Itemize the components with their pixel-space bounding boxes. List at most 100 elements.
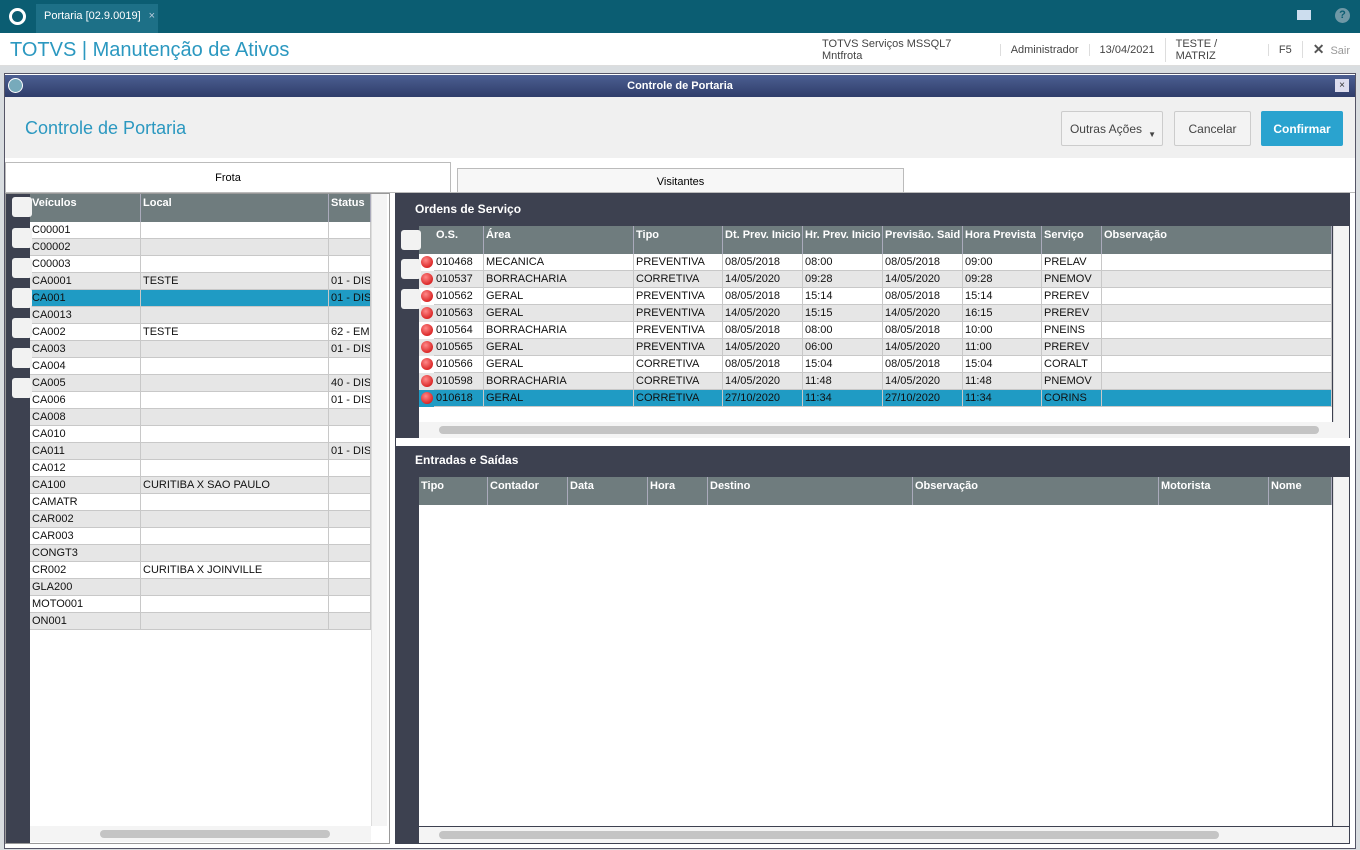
row [30, 545, 371, 562]
cell: CA003 [30, 341, 141, 358]
row [419, 390, 1332, 407]
other-actions-button[interactable]: Outras Ações ▼ [1061, 111, 1163, 146]
column-header: Hr. Prev. Inicio [803, 226, 883, 254]
cell: 11:34 [963, 390, 1042, 407]
cell: 08/05/2018 [883, 356, 963, 373]
cell: 14/05/2020 [723, 339, 803, 356]
vertical-scrollbar [1333, 226, 1349, 422]
cell: 15:14 [803, 288, 883, 305]
help-icon[interactable]: ? [1335, 8, 1350, 23]
cell: CA005 [30, 375, 141, 392]
cell: 08/05/2018 [723, 288, 803, 305]
cell [1102, 305, 1332, 322]
horizontal-scrollbar [419, 827, 1349, 843]
row [30, 562, 371, 579]
tool-icon[interactable] [12, 228, 32, 248]
close-button[interactable]: × [1335, 79, 1349, 92]
cell [329, 256, 371, 273]
tab-frota[interactable]: Frota [5, 162, 451, 193]
cell: MOTO001 [30, 596, 141, 613]
row [419, 288, 1332, 305]
header-item: TESTE / MATRIZ [1164, 37, 1268, 62]
cell: C00003 [30, 256, 141, 273]
cell: PREREV [1042, 339, 1102, 356]
tool-icon[interactable] [12, 197, 32, 217]
cell: 14/05/2020 [723, 373, 803, 390]
cell: CA012 [30, 460, 141, 477]
cell [1102, 373, 1332, 390]
cell: PREVENTIVA [634, 322, 723, 339]
column-header: Motorista [1159, 477, 1269, 505]
column-header: O.S. [434, 226, 484, 254]
header-item: F5 [1267, 43, 1302, 56]
row [419, 339, 1332, 356]
column-header: Serviço [1042, 226, 1102, 254]
cell: 09:28 [803, 271, 883, 288]
column-header: Hora [648, 477, 708, 505]
cell: GERAL [484, 356, 634, 373]
cell [1102, 339, 1332, 356]
tool-icon[interactable] [12, 288, 32, 308]
cell [1102, 288, 1332, 305]
cell: 15:04 [963, 356, 1042, 373]
cell: CORRETIVA [634, 390, 723, 407]
cell: CAMATR [30, 494, 141, 511]
cell: CURITIBA X SAO PAULO [141, 477, 329, 494]
cell: 11:48 [963, 373, 1042, 390]
section-title: Entradas e Saídas [415, 453, 519, 467]
cell: 62 - EM ( [329, 324, 371, 341]
row [30, 375, 371, 392]
tab-line [5, 192, 1355, 193]
cell: 40 - DISI [329, 375, 371, 392]
cell: 16:15 [963, 305, 1042, 322]
cancel-button[interactable]: Cancelar [1174, 111, 1251, 146]
tool-icon[interactable] [401, 230, 421, 250]
tab-visitantes[interactable]: Visitantes [457, 168, 904, 193]
section-title: Ordens de Serviço [415, 202, 522, 216]
row [419, 271, 1332, 288]
row [30, 511, 371, 528]
status-dot [421, 273, 433, 285]
cell: GLA200 [30, 579, 141, 596]
tab[interactable]: Portaria [02.9.0019] × [36, 4, 158, 33]
cell: 11:00 [963, 339, 1042, 356]
confirm-button[interactable]: Confirmar [1261, 111, 1343, 146]
cell: 08/05/2018 [723, 322, 803, 339]
cell: PREREV [1042, 305, 1102, 322]
tool-icon[interactable] [12, 318, 32, 338]
cell: CORRETIVA [634, 271, 723, 288]
mail-icon[interactable] [1297, 10, 1311, 20]
tool-icon[interactable] [401, 289, 421, 309]
tool-icon[interactable] [12, 378, 32, 398]
tool-icon[interactable] [12, 258, 32, 278]
column-header: Previsão. Said [883, 226, 963, 254]
column-header: Veículos [30, 194, 141, 222]
dialog-title: Controle de Portaria [5, 75, 1355, 97]
cell [141, 579, 329, 596]
scroll-thumb [439, 426, 1319, 434]
row [30, 290, 371, 307]
row [30, 239, 371, 256]
cell: 08:00 [803, 322, 883, 339]
cell: CA006 [30, 392, 141, 409]
header-items: TOTVS Serviços MSSQL7 Mntfrota Administra… [812, 33, 1360, 66]
cell: 08:00 [803, 254, 883, 271]
icon-column [419, 226, 434, 254]
cell: PNEMOV [1042, 373, 1102, 390]
cell [141, 307, 329, 324]
cell: GERAL [484, 305, 634, 322]
tool-icon[interactable] [401, 259, 421, 279]
cell: C00002 [30, 239, 141, 256]
logo [9, 8, 26, 25]
vertical-scrollbar [371, 194, 387, 826]
exit-button[interactable]: ✕ Sair [1301, 41, 1360, 58]
cell [1102, 356, 1332, 373]
cell: 01 - DISI [329, 273, 371, 290]
cell: 08/05/2018 [723, 356, 803, 373]
row [419, 254, 1332, 271]
row [30, 358, 371, 375]
tool-icon[interactable] [12, 348, 32, 368]
horizontal-scrollbar [419, 422, 1349, 438]
cell: 14/05/2020 [883, 305, 963, 322]
row [419, 322, 1332, 339]
